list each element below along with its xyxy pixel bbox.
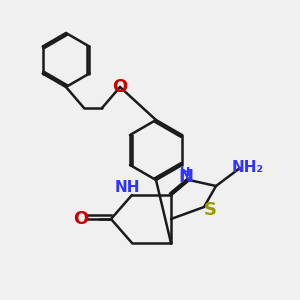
Text: H: H	[180, 166, 190, 179]
Text: O: O	[74, 210, 88, 228]
Text: NH: NH	[115, 180, 140, 195]
Text: NH₂: NH₂	[231, 160, 264, 175]
Text: S: S	[203, 201, 217, 219]
Text: N: N	[178, 168, 194, 186]
Text: O: O	[112, 78, 128, 96]
